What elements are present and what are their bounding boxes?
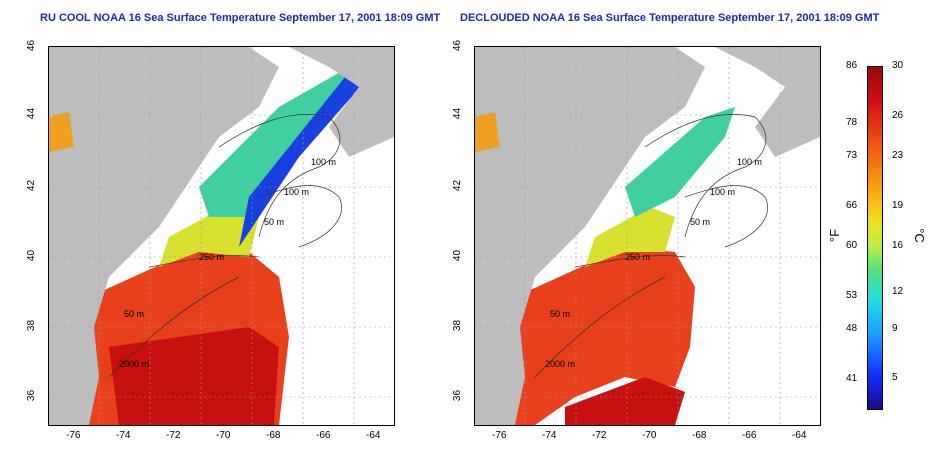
contour-label: 50 m bbox=[550, 309, 570, 319]
lon-tick-label: -68 bbox=[692, 430, 707, 441]
left-panel-title: RU COOL NOAA 16 Sea Surface Temperature … bbox=[40, 12, 441, 24]
lon-tick-label: -76 bbox=[66, 430, 81, 441]
lon-tick-label: -70 bbox=[642, 430, 657, 441]
right-sst-image: 100 m 100 m 50 m 250 m 50 m 2000 m bbox=[475, 47, 820, 425]
fahrenheit-tick-label: 78 bbox=[846, 117, 858, 128]
lat-tick-label: 44 bbox=[26, 107, 38, 120]
celsius-tick-label: 26 bbox=[892, 110, 904, 121]
contour-label: 250 m bbox=[625, 252, 650, 262]
contour-label: 250 m bbox=[199, 252, 224, 262]
contour-label: 50 m bbox=[690, 217, 710, 227]
contour-label: 100 m bbox=[284, 187, 309, 197]
right-map: 100 m 100 m 50 m 250 m 50 m 2000 m bbox=[474, 46, 821, 426]
lon-tick-label: -74 bbox=[542, 430, 557, 441]
lat-tick-label: 40 bbox=[26, 249, 38, 262]
fahrenheit-tick-label: 60 bbox=[846, 240, 858, 251]
fahrenheit-tick-label: 86 bbox=[846, 60, 858, 71]
fahrenheit-tick-label: 48 bbox=[846, 323, 858, 334]
lat-tick-label: 36 bbox=[26, 389, 38, 402]
lat-tick-label: 36 bbox=[452, 389, 464, 402]
lat-tick-label: 42 bbox=[26, 179, 38, 192]
lat-tick-label: 38 bbox=[26, 319, 38, 332]
lat-tick-label: 40 bbox=[452, 249, 464, 262]
lon-tick-label: -64 bbox=[792, 430, 807, 441]
lat-tick-label: 42 bbox=[452, 179, 464, 192]
left-map: 100 m 100 m 50 m 250 m 50 m 2000 m bbox=[48, 46, 395, 426]
celsius-tick-label: 5 bbox=[892, 372, 898, 383]
fahrenheit-tick-label: 73 bbox=[846, 150, 858, 161]
lat-tick-label: 46 bbox=[26, 39, 38, 52]
contour-label: 2000 m bbox=[119, 359, 149, 369]
contour-label: 2000 m bbox=[545, 359, 575, 369]
left-sst-image: 100 m 100 m 50 m 250 m 50 m 2000 m bbox=[49, 47, 394, 425]
contour-label: 100 m bbox=[710, 187, 735, 197]
lon-tick-label: -66 bbox=[316, 430, 331, 441]
celsius-tick-label: 19 bbox=[892, 200, 904, 211]
contour-label: 50 m bbox=[124, 309, 144, 319]
celsius-tick-label: 16 bbox=[892, 240, 904, 251]
fahrenheit-tick-label: 41 bbox=[846, 373, 858, 384]
lon-tick-label: -66 bbox=[742, 430, 757, 441]
celsius-tick-label: 12 bbox=[892, 286, 904, 297]
lon-tick-label: -72 bbox=[166, 430, 181, 441]
temperature-colorbar bbox=[867, 66, 883, 410]
lat-tick-label: 38 bbox=[452, 319, 464, 332]
right-panel-title: DECLOUDED NOAA 16 Sea Surface Temperatur… bbox=[460, 12, 880, 24]
lon-tick-label: -70 bbox=[216, 430, 231, 441]
contour-label: 50 m bbox=[264, 217, 284, 227]
celsius-unit-label: °C bbox=[911, 228, 927, 243]
lat-tick-label: 44 bbox=[452, 107, 464, 120]
contour-label: 100 m bbox=[311, 157, 336, 167]
celsius-tick-label: 9 bbox=[892, 323, 898, 334]
lon-tick-label: -64 bbox=[366, 430, 381, 441]
lon-tick-label: -72 bbox=[592, 430, 607, 441]
fahrenheit-tick-label: 53 bbox=[846, 290, 858, 301]
fahrenheit-unit-label: °F bbox=[827, 228, 843, 243]
lat-tick-label: 46 bbox=[452, 39, 464, 52]
lon-tick-label: -68 bbox=[266, 430, 281, 441]
contour-label: 100 m bbox=[737, 157, 762, 167]
celsius-tick-label: 30 bbox=[892, 60, 904, 71]
celsius-tick-label: 23 bbox=[892, 150, 904, 161]
lon-tick-label: -76 bbox=[492, 430, 507, 441]
lon-tick-label: -74 bbox=[116, 430, 131, 441]
fahrenheit-tick-label: 66 bbox=[846, 200, 858, 211]
